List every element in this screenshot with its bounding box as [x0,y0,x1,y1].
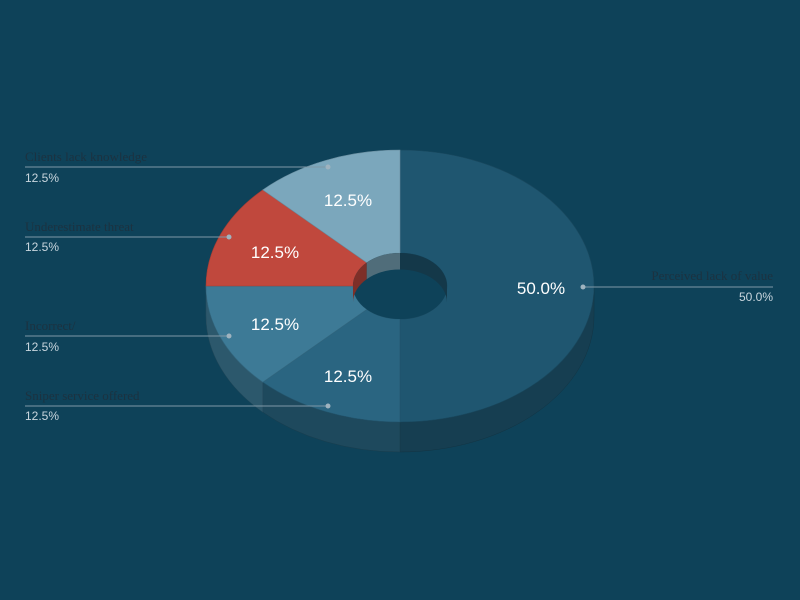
pie-hole-wall-perceived-lack-of-value [400,253,447,303]
category-value-label: 12.5% [25,240,59,254]
pie-hole-wall-clients-lack-knowledge [366,253,400,280]
category-value-label: 50.0% [739,290,773,304]
category-value-label: 12.5% [25,409,59,423]
leader-dot [226,234,232,240]
pie-top-faces [205,149,595,423]
slice-percent-label: 12.5% [251,315,299,334]
category-value-label: 12.5% [25,340,59,354]
pie-hole-wall-underestimate-threat [353,262,367,303]
callout-labels: Perceived lack of value 50.0% Sniper servi… [25,149,773,423]
leader-dot [325,403,331,409]
category-label: Underestimate threat [25,219,134,234]
leader-dot [325,164,331,170]
leader-dot [580,284,586,290]
leader-dot [226,333,232,339]
category-value-label: 12.5% [25,171,59,185]
slice-percent-label: 12.5% [324,191,372,210]
category-label: Sniper service offered [25,388,140,403]
slice-percent-label: 12.5% [251,243,299,262]
slice-percent-label: 12.5% [324,367,372,386]
category-label: Incorrect/ [25,318,76,333]
category-label: Perceived lack of value [651,268,773,283]
slice-percent-labels: 50.0% 12.5% 12.5% 12.5% 12.5% [251,191,565,386]
category-label: Clients lack knowledge [25,149,147,164]
slice-percent-label: 50.0% [517,279,565,298]
